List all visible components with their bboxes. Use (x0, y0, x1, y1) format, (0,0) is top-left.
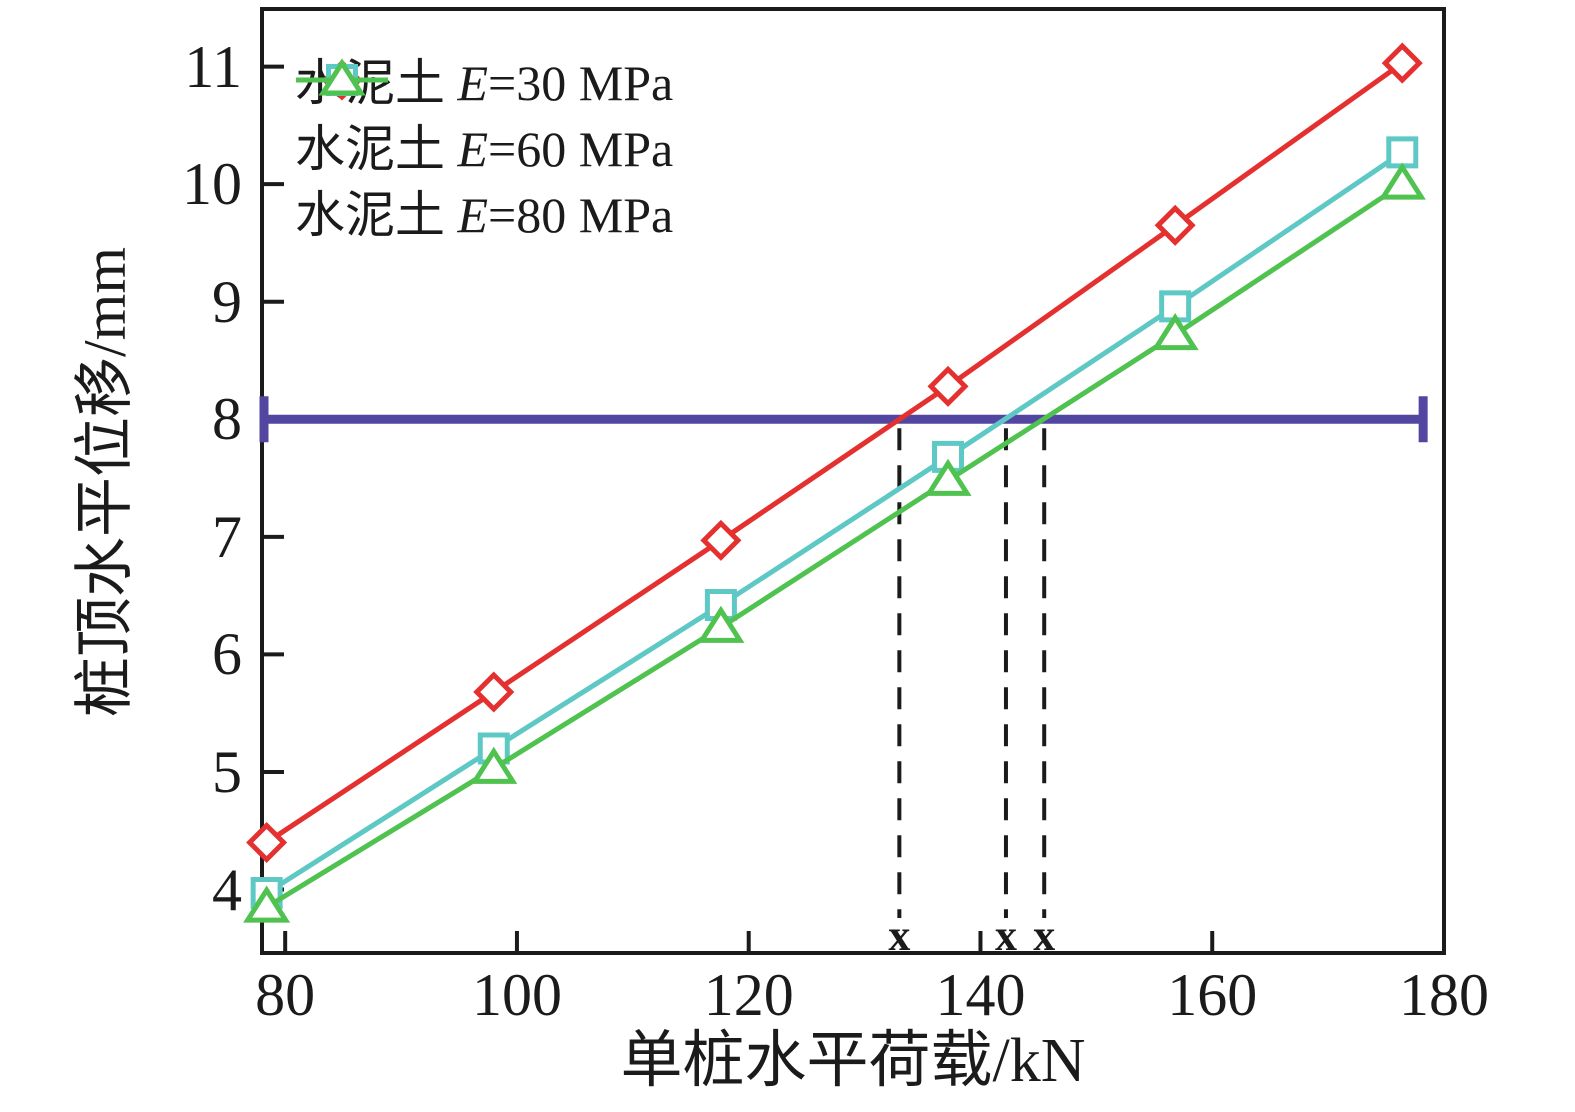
x-axis-title: 单桩水平荷载/kN (620, 1027, 1086, 1095)
series-line-diamond (265, 61, 1404, 845)
x-tick-label: 80 (255, 962, 316, 1028)
data-marker-square (1386, 136, 1419, 169)
data-marker-diamond (927, 365, 969, 407)
drop-marker-x: x (888, 911, 910, 960)
drop-marker-x: x (1033, 911, 1055, 960)
data-marker-triangle (924, 458, 972, 496)
y-tick-label: 4 (212, 856, 242, 923)
data-marker-triangle (470, 746, 518, 784)
plot-frame (260, 7, 1446, 955)
data-marker-triangle (697, 605, 745, 643)
drop-marker-x: x (995, 911, 1017, 960)
y-tick-label: 6 (212, 621, 242, 688)
data-marker-square (1159, 290, 1192, 323)
legend-label-part: E (457, 55, 489, 111)
y-axis-title: 桩顶水平位移/mm (72, 247, 138, 718)
x-tick-label: 160 (1167, 962, 1258, 1028)
data-marker-diamond (246, 821, 288, 864)
legend-item: 水泥土 E=60 MPa (295, 64, 673, 182)
y-tick-label: 5 (212, 738, 242, 805)
data-marker-diamond (1381, 42, 1423, 84)
y-tick-label: 10 (182, 151, 242, 218)
legend-label-part: =80 MPa (488, 187, 674, 243)
x-tick-label: 120 (703, 962, 794, 1028)
legend-item: 水泥土 E=80 MPa (295, 58, 673, 248)
x-tick-label: 180 (1399, 962, 1489, 1028)
legend-label-part: 水泥土 (295, 121, 458, 177)
legend-label: 水泥土 E=80 MPa (295, 187, 673, 243)
legend-label: 水泥土 E=30 MPa (295, 55, 673, 111)
legend-label-part: 水泥土 (295, 55, 458, 111)
y-tick-label: 11 (184, 33, 242, 100)
legend-label-part: 水泥土 (295, 187, 458, 243)
legend-label-part: =60 MPa (488, 121, 674, 177)
legend-label-part: =30 MPa (488, 55, 674, 111)
series-line-triangle (265, 182, 1404, 910)
y-tick-label: 8 (212, 386, 242, 453)
data-marker-diamond (473, 671, 515, 713)
x-tick-label: 140 (935, 962, 1026, 1028)
legend: 水泥土 E=30 MPa 水泥土 E=60 MPa 水泥土 E=80 MPa (295, 50, 673, 248)
legend-triangle-icon (296, 58, 388, 96)
data-marker-triangle (243, 885, 291, 923)
legend-label-part: E (457, 121, 489, 177)
data-marker-triangle (1378, 162, 1426, 200)
y-tick-label: 7 (212, 503, 242, 570)
data-marker-diamond (700, 519, 742, 561)
data-marker-triangle (1151, 312, 1199, 351)
legend-label-part: E (457, 187, 489, 243)
x-tick-label: 100 (471, 962, 562, 1028)
series-line-square (265, 150, 1404, 896)
y-tick-label: 9 (212, 268, 242, 335)
data-marker-diamond (1154, 204, 1196, 246)
legend-label: 水泥土 E=60 MPa (295, 121, 673, 177)
